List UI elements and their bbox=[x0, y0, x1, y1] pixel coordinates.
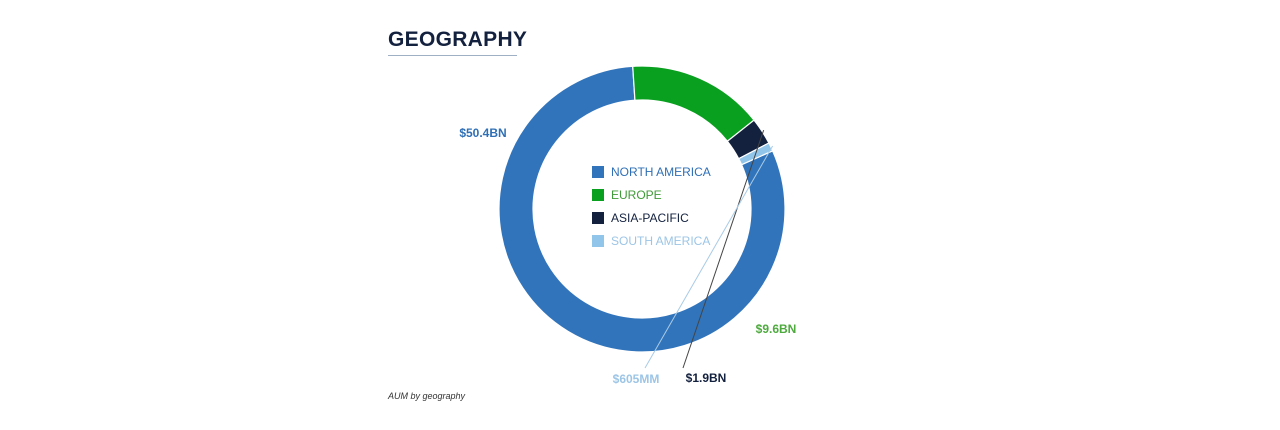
legend-swatch-north-america bbox=[592, 166, 604, 178]
legend-item-asia-pacific: ASIA-PACIFIC bbox=[592, 211, 689, 225]
legend-item-south-america: SOUTH AMERICA bbox=[592, 234, 710, 248]
value-label-europe: $9.6BN bbox=[756, 322, 797, 336]
value-label-asia-pacific: $1.9BN bbox=[686, 371, 727, 385]
value-labels: $50.4BN $9.6BN $1.9BN $605MM bbox=[459, 126, 796, 386]
chart-caption: AUM by geography bbox=[388, 391, 466, 401]
slice-europe bbox=[632, 65, 755, 143]
value-label-north-america: $50.4BN bbox=[459, 126, 506, 140]
value-label-south-america: $605MM bbox=[613, 372, 660, 386]
chart-title: GEOGRAPHY bbox=[388, 28, 528, 51]
legend-swatch-south-america bbox=[592, 235, 604, 247]
legend-swatch-europe bbox=[592, 189, 604, 201]
title-underline bbox=[388, 55, 517, 56]
legend-label-north-america: NORTH AMERICA bbox=[611, 165, 711, 179]
legend-item-europe: EUROPE bbox=[592, 188, 662, 202]
legend-label-south-america: SOUTH AMERICA bbox=[611, 234, 710, 248]
legend: NORTH AMERICA EUROPE ASIA-PACIFIC SOUTH AME… bbox=[592, 165, 711, 248]
leader-line-asia-pacific bbox=[682, 129, 765, 369]
legend-item-north-america: NORTH AMERICA bbox=[592, 165, 711, 179]
legend-label-europe: EUROPE bbox=[611, 188, 662, 202]
leader-line-south-america bbox=[644, 145, 774, 369]
leader-lines bbox=[644, 129, 774, 369]
slice-north-america bbox=[498, 65, 786, 353]
donut-slices bbox=[498, 65, 786, 353]
legend-swatch-asia-pacific bbox=[592, 212, 604, 224]
legend-label-asia-pacific: ASIA-PACIFIC bbox=[611, 211, 689, 225]
